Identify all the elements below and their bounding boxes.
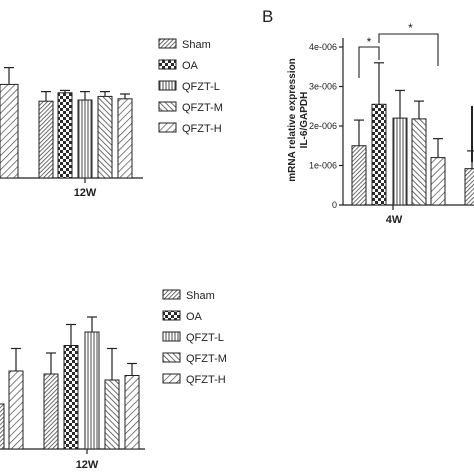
legend-swatch-1 [158, 59, 177, 70]
x-tick-label: 4W [386, 214, 403, 226]
legend-label-2: QFZT-L [186, 332, 224, 344]
legend-swatch-2 [158, 80, 177, 91]
y-tick-label-4: 4e-006 [309, 42, 337, 52]
chart-top-right: mRNA relative expression IL-6/GAPDH 0 1e-… [287, 21, 474, 226]
legend-swatch-4 [158, 122, 177, 133]
bar-4 [97, 95, 113, 179]
bar-2 [392, 117, 408, 206]
legend-swatch-2 [162, 331, 181, 342]
y-tick-label-2: 2e-006 [309, 121, 337, 131]
y-axis-label-line2: IL-6/GAPDH [299, 92, 310, 149]
significance-label-0: * [367, 35, 372, 49]
legend-label-0: Sham [186, 290, 215, 302]
x-tick-label: 12W [74, 187, 97, 199]
bar-3 [77, 99, 93, 179]
bar-4 [430, 157, 446, 206]
bar-1 [371, 103, 387, 206]
legend-swatch-0 [162, 289, 181, 300]
bar-3 [411, 118, 427, 206]
legend-label-3: QFZT-M [182, 102, 223, 114]
bar-0 [43, 373, 59, 450]
legend-label-3: QFZT-M [186, 353, 227, 365]
bar-0 [0, 83, 19, 179]
x-tick-label: 12W [76, 459, 99, 471]
chart-bottom-left: 12W Sham OA QFZT-L QFZT-M QFZT-H [0, 289, 227, 471]
significance-bracket-1 [378, 33, 439, 66]
bar-1 [38, 100, 54, 179]
chart-top-left: 12W Sham OA QFZT-L QFZT-M QFZT-H [0, 38, 223, 199]
bar-5 [117, 98, 133, 179]
legend-label-4: QFZT-H [182, 123, 222, 135]
bar-0 [351, 145, 367, 206]
bar-2 [84, 331, 100, 450]
legend-label-1: OA [186, 311, 203, 323]
legend-swatch-1 [162, 310, 181, 321]
legend-swatch-4 [162, 373, 181, 384]
significance-label-1: * [408, 21, 413, 35]
bar-1 [63, 345, 79, 450]
bar-partial-1 [8, 370, 24, 450]
y-tick-label-3: 3e-006 [309, 82, 337, 92]
bar-partial-0 [0, 403, 5, 450]
bar-4 [124, 375, 140, 450]
y-tick-label-1: 1e-006 [309, 161, 337, 171]
y-tick-label-0: 0 [332, 200, 337, 210]
legend-swatch-3 [158, 101, 177, 112]
significance-bracket-0 [358, 46, 380, 78]
legend-label-0: Sham [182, 39, 211, 51]
legend-label-4: QFZT-H [186, 374, 226, 386]
bar-partial [464, 168, 474, 206]
legend-swatch-3 [162, 352, 181, 363]
legend-label-2: QFZT-L [182, 81, 220, 93]
legend-swatch-0 [158, 38, 177, 49]
panel-b-label: B [262, 7, 273, 26]
bar-2 [57, 92, 73, 179]
bar-3 [104, 379, 120, 450]
y-axis-label-line1: mRNA relative expression [287, 58, 298, 182]
legend-label-1: OA [182, 60, 199, 72]
